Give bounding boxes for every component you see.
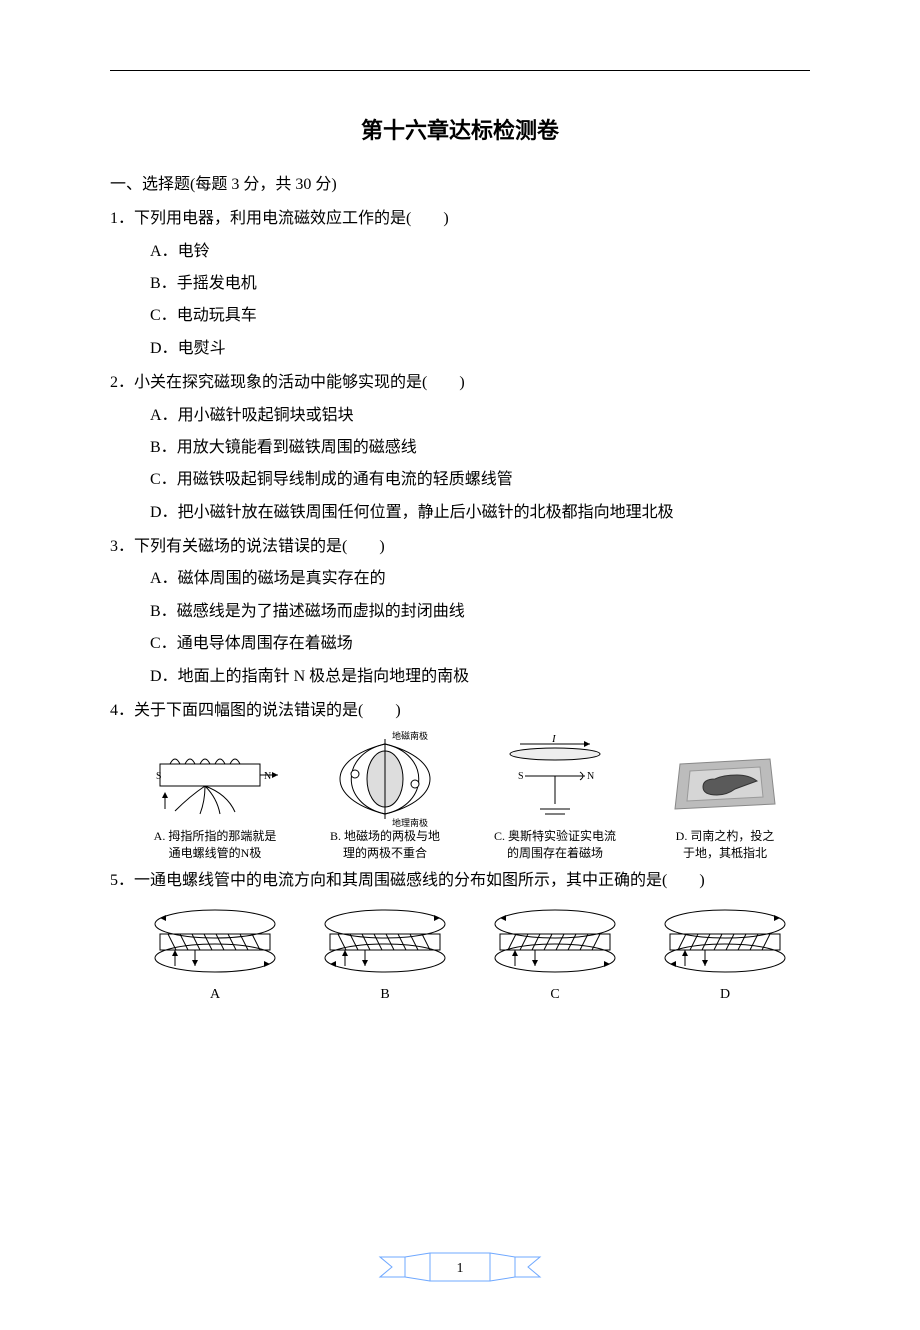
option-label: B． bbox=[150, 433, 177, 463]
option-label: B． bbox=[150, 597, 177, 627]
q2-number: 2． bbox=[110, 368, 134, 398]
q1-number: 1． bbox=[110, 204, 134, 234]
q5-label-A: A bbox=[210, 982, 220, 1009]
option-label: D． bbox=[150, 498, 178, 528]
q1-options: A．电铃 B．手摇发电机 C．电动玩具车 D．电熨斗 bbox=[110, 237, 810, 365]
q4-cap-A-line2: 通电螺线管的N极 bbox=[154, 845, 277, 862]
question-5: 5． 一通电螺线管中的电流方向和其周围磁感线的分布如图所示，其中正确的是( ) bbox=[110, 866, 810, 1009]
q3-stem: 下列有关磁场的说法错误的是( ) bbox=[134, 532, 810, 562]
option-label: C． bbox=[150, 465, 177, 495]
q4-fig-D: D. 司南之杓，投之 于地，其柢指北 bbox=[645, 734, 805, 862]
solenoid-D-icon bbox=[650, 906, 800, 976]
q5-fig-B: B bbox=[310, 906, 460, 1009]
question-4: 4． 关于下面四幅图的说法错误的是( ) S N bbox=[110, 696, 810, 862]
q3-options: A．磁体周围的磁场是真实存在的 B．磁感线是为了描述磁场而虚拟的封闭曲线 C．通… bbox=[110, 564, 810, 692]
q1-opt-A: 电铃 bbox=[178, 237, 810, 267]
solenoid-C-icon bbox=[480, 906, 630, 976]
q3-opt-B: 磁感线是为了描述磁场而虚拟的封闭曲线 bbox=[177, 597, 810, 627]
q3-number: 3． bbox=[110, 532, 134, 562]
option-label: B． bbox=[150, 269, 177, 299]
q3-opt-C: 通电导体周围存在着磁场 bbox=[177, 629, 810, 659]
q3-opt-D: 地面上的指南针 N 极总是指向地理的南极 bbox=[178, 662, 810, 692]
option-label: A． bbox=[150, 237, 178, 267]
top-rule bbox=[110, 70, 810, 71]
q5-figures: A B bbox=[110, 906, 810, 1009]
sinan-icon bbox=[665, 734, 785, 824]
q5-number: 5． bbox=[110, 866, 134, 896]
solenoid-A-icon bbox=[140, 906, 290, 976]
q5-label-C: C bbox=[550, 982, 559, 1009]
q4-cap-D-line1: D. 司南之杓，投之 bbox=[676, 828, 775, 845]
solenoid-B-icon bbox=[310, 906, 460, 976]
q2-opt-C: 用磁铁吸起铜导线制成的通有电流的轻质螺线管 bbox=[177, 465, 810, 495]
page: 第十六章达标检测卷 一、选择题(每题 3 分，共 30 分) 1． 下列用电器，… bbox=[0, 0, 920, 1330]
question-3: 3． 下列有关磁场的说法错误的是( ) A．磁体周围的磁场是真实存在的 B．磁感… bbox=[110, 532, 810, 692]
q4-cap-B-line2: 理的两极不重合 bbox=[330, 845, 440, 862]
option-label: D． bbox=[150, 334, 178, 364]
oersted-icon: I S N bbox=[490, 734, 620, 824]
q4-cap-C-line2: 的周围存在着磁场 bbox=[494, 845, 616, 862]
q4-cap-B-line1: B. 地磁场的两极与地 bbox=[330, 828, 440, 845]
option-label: A． bbox=[150, 564, 178, 594]
option-label: C． bbox=[150, 301, 177, 331]
q5-fig-A: A bbox=[140, 906, 290, 1009]
q4-cap-D-line2: 于地，其柢指北 bbox=[676, 845, 775, 862]
label-bottom-pole: 地理南极 bbox=[392, 817, 428, 828]
label-S: S bbox=[518, 771, 524, 782]
q4-fig-A: S N A. 拇指所指的那端就是 通电螺线管的N极 bbox=[135, 734, 295, 862]
q2-opt-B: 用放大镜能看到磁铁周围的磁感线 bbox=[177, 433, 810, 463]
q4-fig-C: I S N C. 奥斯特实验证实电流 的周围存在着磁场 bbox=[475, 734, 635, 862]
label-I: I bbox=[551, 734, 557, 745]
q5-label-D: D bbox=[720, 982, 730, 1009]
q3-opt-A: 磁体周围的磁场是真实存在的 bbox=[178, 564, 810, 594]
section-1-heading: 一、选择题(每题 3 分，共 30 分) bbox=[110, 170, 810, 200]
q4-stem: 关于下面四幅图的说法错误的是( ) bbox=[134, 696, 810, 726]
q2-opt-D: 把小磁针放在磁铁周围任何位置，静止后小磁针的北极都指向地理北极 bbox=[178, 498, 810, 528]
q1-opt-D: 电熨斗 bbox=[178, 334, 810, 364]
q5-fig-C: C bbox=[480, 906, 630, 1009]
option-label: A． bbox=[150, 401, 178, 431]
q5-stem: 一通电螺线管中的电流方向和其周围磁感线的分布如图所示，其中正确的是( ) bbox=[134, 866, 810, 896]
label-top-pole: 地磁南极 bbox=[392, 730, 428, 741]
q4-cap-C-line1: C. 奥斯特实验证实电流 bbox=[494, 828, 616, 845]
title: 第十六章达标检测卷 bbox=[110, 110, 810, 152]
q1-stem: 下列用电器，利用电流磁效应工作的是( ) bbox=[134, 204, 810, 234]
q1-opt-B: 手摇发电机 bbox=[177, 269, 810, 299]
q4-number: 4． bbox=[110, 696, 134, 726]
q1-opt-C: 电动玩具车 bbox=[177, 301, 810, 331]
q2-options: A．用小磁针吸起铜块或铝块 B．用放大镜能看到磁铁周围的磁感线 C．用磁铁吸起铜… bbox=[110, 401, 810, 529]
ribbon-icon: 1 bbox=[370, 1249, 550, 1289]
q5-fig-D: D bbox=[650, 906, 800, 1009]
label-N: N bbox=[264, 771, 271, 782]
label-S: S bbox=[156, 771, 162, 782]
q2-opt-A: 用小磁针吸起铜块或铝块 bbox=[178, 401, 810, 431]
question-1: 1． 下列用电器，利用电流磁效应工作的是( ) A．电铃 B．手摇发电机 C．电… bbox=[110, 204, 810, 364]
option-label: D． bbox=[150, 662, 178, 692]
label-N: N bbox=[587, 771, 594, 782]
q4-fig-B: 地磁南极 地理南极 B. 地磁场的两极与地 理的两极不重合 bbox=[305, 734, 465, 862]
page-number: 1 bbox=[457, 1261, 464, 1276]
page-number-ribbon: 1 bbox=[370, 1249, 550, 1300]
q2-stem: 小关在探究磁现象的活动中能够实现的是( ) bbox=[134, 368, 810, 398]
hand-rule-icon: S N bbox=[150, 734, 280, 824]
question-2: 2． 小关在探究磁现象的活动中能够实现的是( ) A．用小磁针吸起铜块或铝块 B… bbox=[110, 368, 810, 528]
q4-figures: S N A. 拇指所指的那端就是 通电螺线管的N极 bbox=[110, 734, 810, 862]
q5-label-B: B bbox=[380, 982, 389, 1009]
q4-cap-A-line1: A. 拇指所指的那端就是 bbox=[154, 828, 277, 845]
option-label: C． bbox=[150, 629, 177, 659]
earth-field-icon: 地磁南极 地理南极 bbox=[320, 729, 450, 829]
